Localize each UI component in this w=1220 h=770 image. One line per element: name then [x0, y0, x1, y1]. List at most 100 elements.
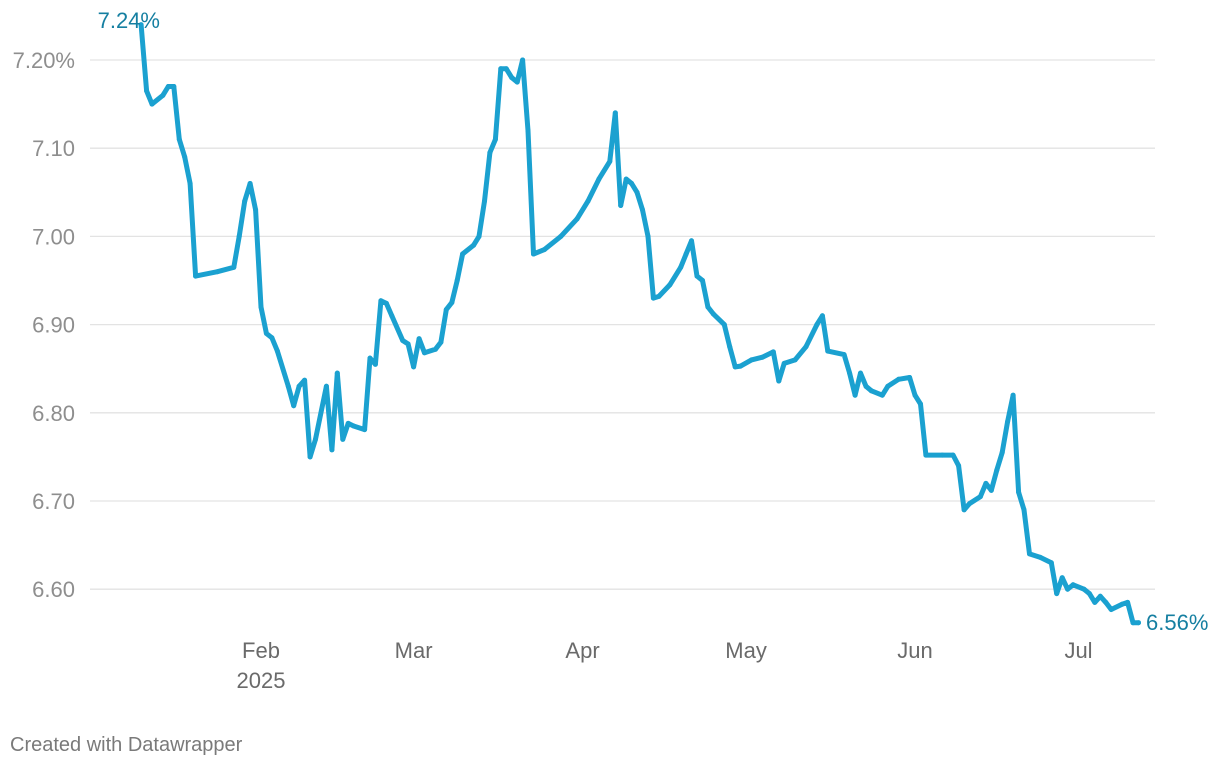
data-point — [525, 128, 531, 134]
data-point — [302, 377, 308, 383]
data-point — [705, 304, 711, 310]
data-point — [918, 401, 923, 407]
data-point — [640, 207, 645, 213]
data-point — [165, 84, 171, 89]
data-point — [296, 383, 302, 389]
x-tick-label: Jul — [1064, 638, 1092, 663]
data-point — [792, 357, 798, 363]
data-point — [531, 251, 536, 257]
data-point — [193, 273, 199, 279]
data-point — [176, 136, 182, 142]
y-tick-label: 7.20% — [13, 48, 75, 73]
data-point — [416, 336, 422, 342]
gridlines — [90, 59, 1155, 590]
data-point — [961, 507, 967, 513]
data-point — [803, 344, 809, 350]
y-axis: 7.20% 7.10 7.00 6.90 6.80 6.70 6.60 — [13, 48, 75, 602]
data-point — [710, 311, 716, 317]
data-point — [182, 154, 188, 160]
data-point — [258, 304, 264, 310]
data-point — [247, 181, 253, 186]
data-point — [362, 427, 368, 433]
data-point — [323, 383, 329, 389]
y-tick-label: 6.90 — [32, 313, 75, 338]
data-point — [939, 452, 945, 458]
data-point — [623, 176, 629, 182]
data-point — [498, 66, 504, 72]
data-point — [1048, 560, 1054, 566]
series-layer — [138, 22, 1141, 626]
data-point — [253, 207, 259, 213]
data-point — [950, 452, 956, 458]
data-point — [629, 181, 635, 186]
data-point — [656, 293, 662, 299]
data-point — [291, 403, 297, 409]
data-point — [1027, 551, 1032, 557]
data-point — [967, 501, 972, 507]
data-point — [1103, 599, 1109, 605]
data-point — [144, 88, 150, 94]
data-point — [645, 233, 651, 239]
data-point — [667, 282, 673, 288]
data-point — [983, 480, 989, 486]
data-point — [912, 392, 918, 398]
data-point — [781, 360, 787, 366]
data-point — [187, 181, 193, 186]
data-point — [1054, 591, 1060, 597]
data-point — [1086, 591, 1092, 597]
data-point — [449, 300, 455, 306]
data-point — [1059, 575, 1065, 581]
data-point — [700, 278, 705, 283]
data-point — [351, 423, 357, 429]
data-point — [1070, 582, 1076, 588]
data-point — [422, 350, 427, 356]
data-point — [454, 278, 460, 283]
data-point — [438, 339, 444, 345]
data-point — [476, 233, 482, 239]
data-point — [574, 216, 580, 222]
data-point — [956, 463, 962, 469]
data-point — [432, 346, 438, 352]
data-point — [759, 354, 765, 360]
data-point — [634, 189, 640, 195]
data-point — [852, 392, 858, 398]
data-point — [1092, 599, 1098, 605]
data-point — [1065, 586, 1071, 592]
data-point — [1081, 586, 1087, 592]
data-point — [378, 298, 384, 304]
data-point — [334, 370, 340, 376]
data-point — [1136, 620, 1141, 626]
y-tick-label: 7.00 — [32, 224, 75, 249]
data-point — [313, 436, 318, 442]
data-point — [1125, 599, 1131, 605]
x-axis: Feb 2025 Mar Apr May Jun Jul — [237, 638, 1093, 693]
data-point — [650, 295, 656, 301]
data-point — [1005, 419, 1011, 425]
y-tick-label: 6.60 — [32, 577, 75, 602]
data-point — [841, 352, 847, 358]
data-point — [977, 494, 983, 500]
x-tick-label: Feb — [242, 638, 280, 663]
data-point — [1130, 620, 1136, 626]
data-point — [1010, 392, 1016, 398]
series-line-0 — [138, 22, 1141, 626]
data-point — [509, 75, 515, 81]
data-point — [285, 383, 291, 389]
end-value-label: 6.56% — [1146, 610, 1208, 635]
data-point — [274, 348, 280, 354]
data-point — [520, 57, 526, 63]
data-point — [607, 158, 613, 164]
data-point — [471, 242, 477, 248]
data-point — [683, 251, 689, 257]
data-point — [460, 251, 466, 257]
data-point — [340, 436, 346, 442]
data-point — [1097, 593, 1103, 599]
data-point — [372, 361, 378, 367]
data-point — [585, 198, 591, 204]
data-point — [171, 84, 177, 89]
data-point — [988, 487, 994, 493]
data-point — [814, 322, 820, 328]
data-point — [847, 370, 853, 376]
data-point — [487, 150, 493, 156]
